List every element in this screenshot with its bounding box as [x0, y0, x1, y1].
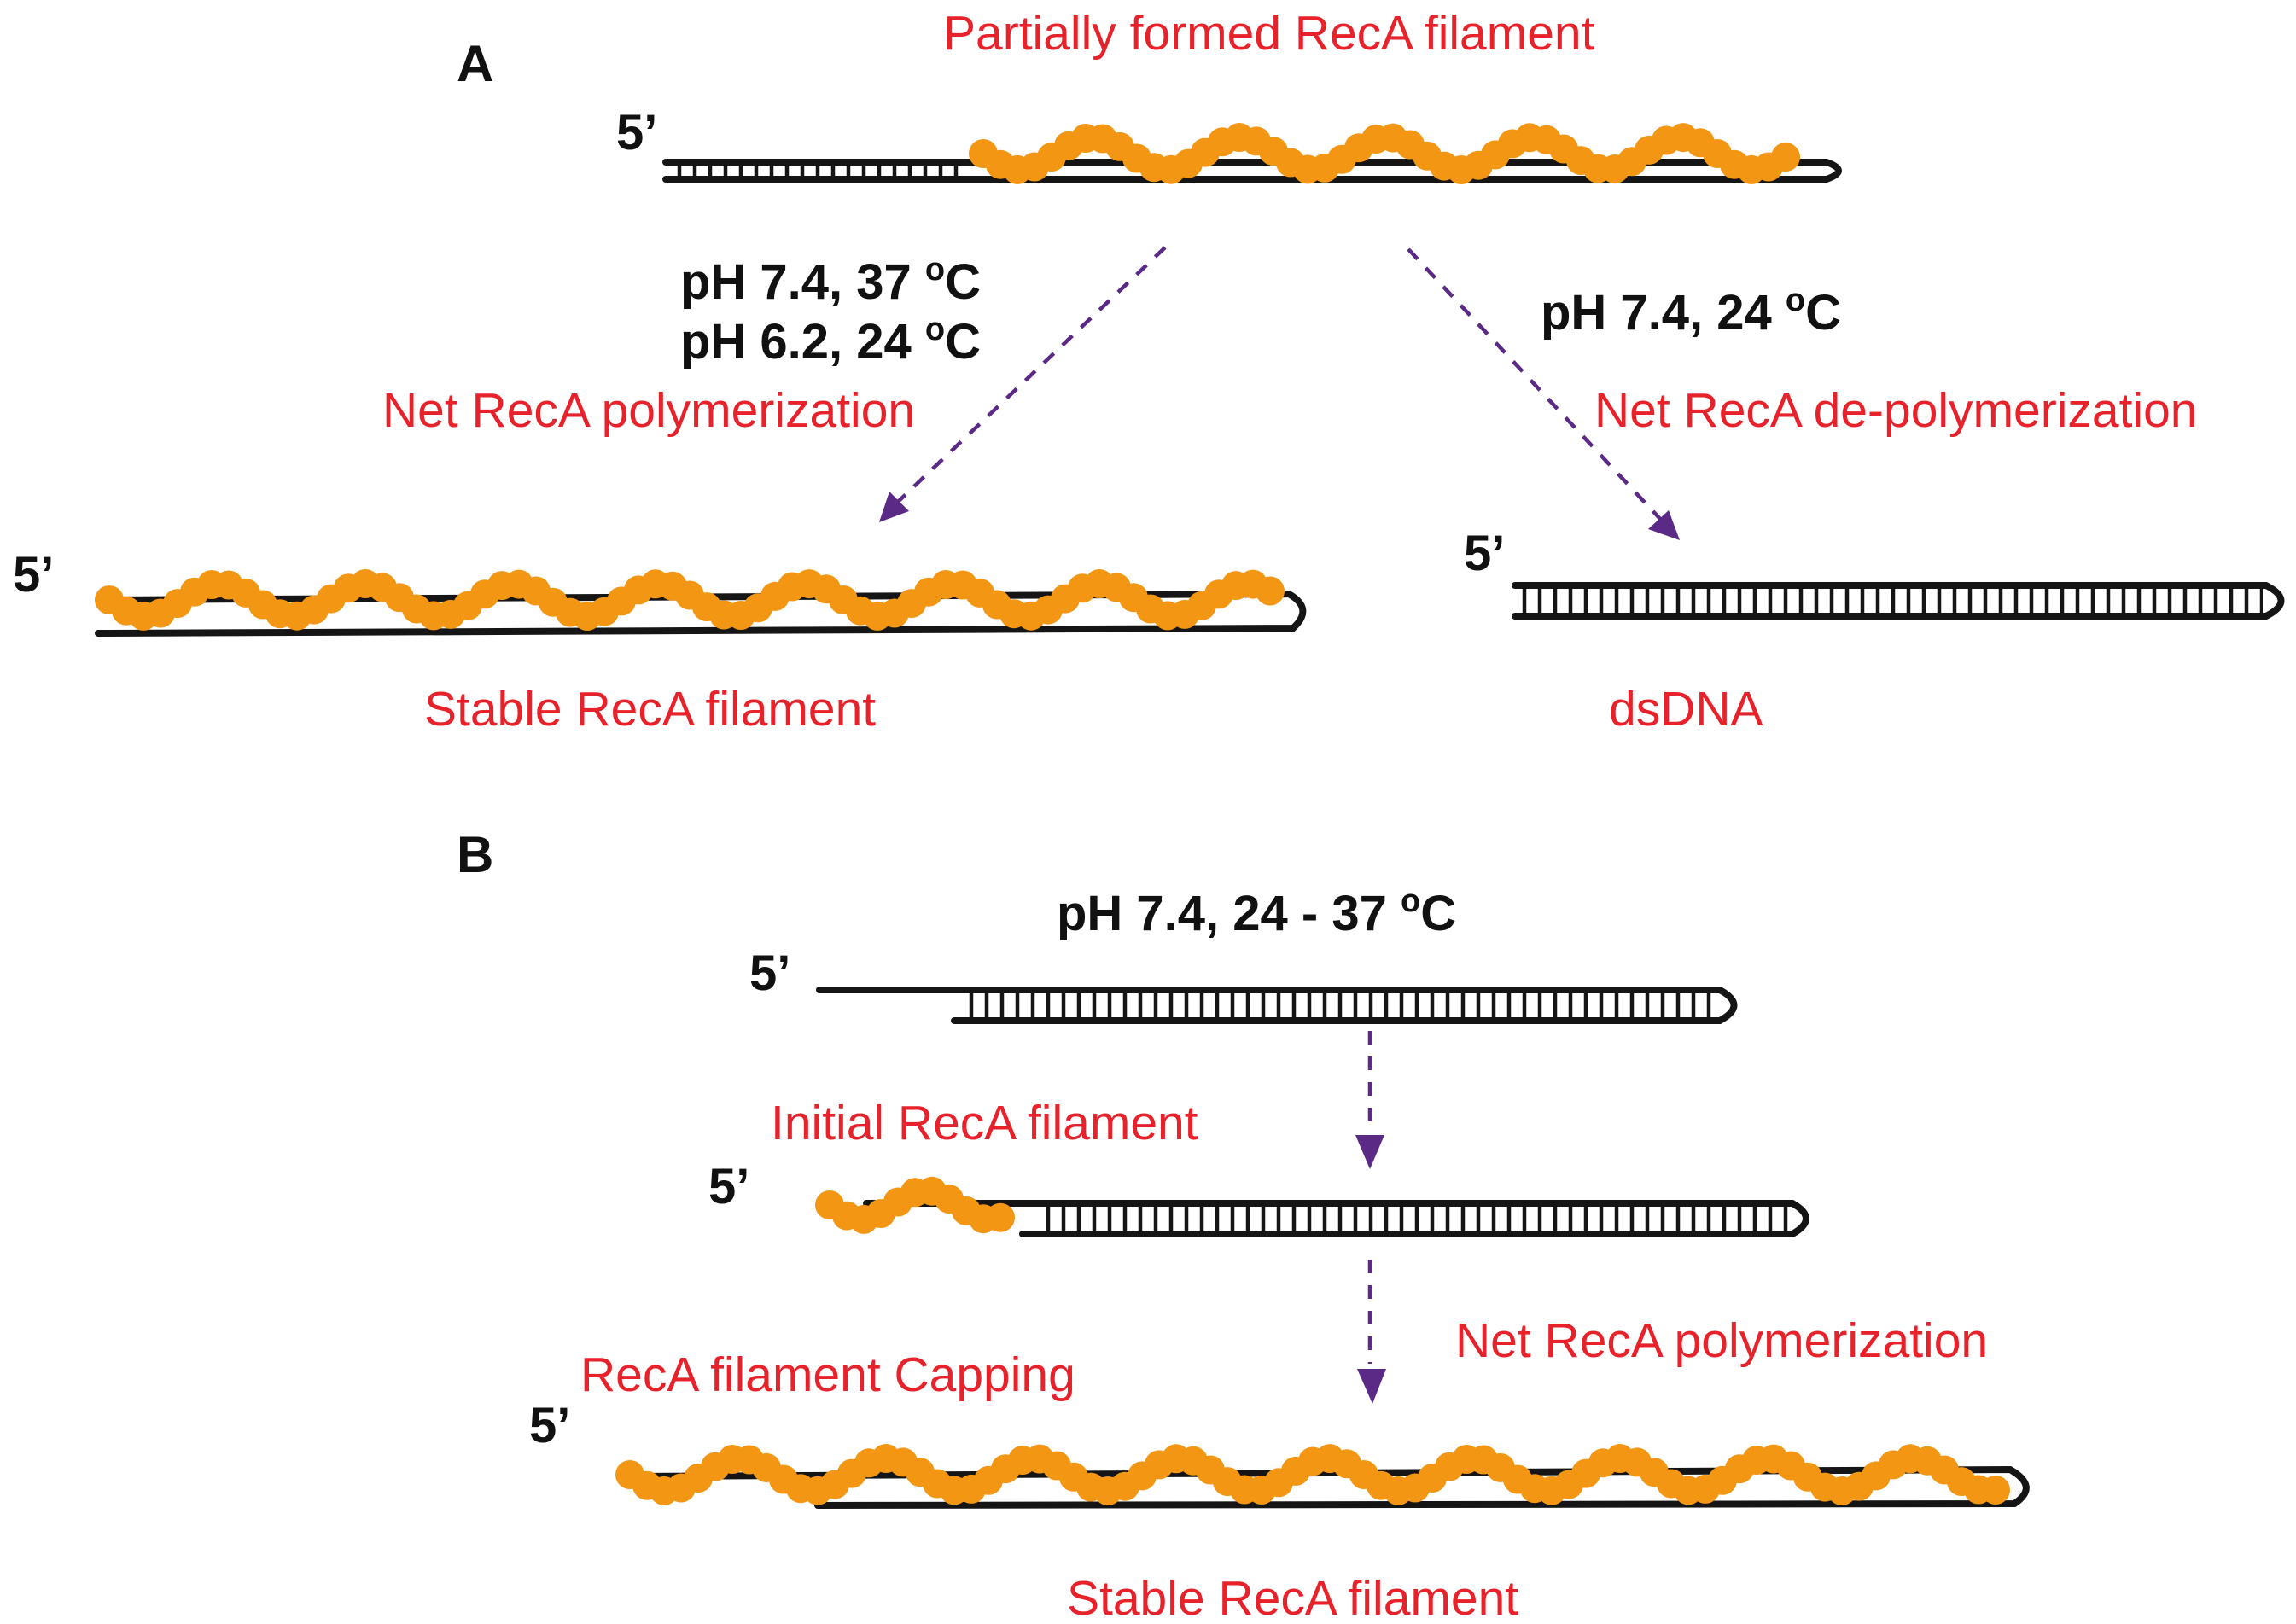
- arrow-b2-to-b3: [1357, 1260, 1386, 1404]
- arrow-b1-to-b2: [1355, 1031, 1384, 1169]
- label-partially-formed-filament: Partially formed RecA filament: [943, 6, 1595, 61]
- five-prime-label-stable-a: 5’: [13, 547, 54, 602]
- label-net-polymerization-a: Net RecA polymerization: [382, 383, 915, 438]
- recA-bead: [1256, 576, 1285, 606]
- panel-label-a: A: [457, 35, 493, 92]
- five-prime-label-b2: 5’: [708, 1159, 749, 1214]
- condition-a-left-1: pH 7.4, 37 oC: [680, 252, 981, 310]
- condition-a-left-2: pH 6.2, 24 oC: [680, 311, 981, 370]
- dna-hairpin-dsdna: [1512, 582, 2285, 620]
- dna-hairpin-top: [662, 159, 1842, 183]
- condition-b: pH 7.4, 24 - 37 oC: [1057, 883, 1456, 941]
- recA-bead: [986, 1202, 1015, 1232]
- label-filament-capping: RecA filament Capping: [580, 1348, 1075, 1402]
- recA-beads-stable-b: [615, 1444, 2010, 1505]
- dna-hairpin-stable-a: [95, 590, 1307, 637]
- arrow-to-stable-filament: [879, 246, 1167, 522]
- recA-bead: [1771, 143, 1800, 172]
- label-net-polymerization-b: Net RecA polymerization: [1455, 1313, 1988, 1368]
- dna-hairpin-b3: [624, 1465, 2030, 1509]
- recA-beads-stable-a: [95, 569, 1285, 631]
- label-stable-filament-b: Stable RecA filament: [1067, 1571, 1518, 1624]
- condition-a-right: pH 7.4, 24 oC: [1541, 282, 1841, 341]
- five-prime-label-dsdna: 5’: [1464, 526, 1505, 581]
- label-stable-filament-a: Stable RecA filament: [424, 682, 876, 736]
- dna-hairpin-b2: [863, 1200, 1809, 1237]
- five-prime-label-b1: 5’: [749, 946, 790, 1001]
- panel-label-b: B: [457, 826, 493, 883]
- arrow-to-dsdna: [1407, 247, 1680, 540]
- recA-beads-top: [969, 123, 1800, 184]
- recA-bead: [1981, 1476, 2010, 1505]
- recA-beads-initial: [815, 1176, 1015, 1234]
- five-prime-label-top: 5’: [616, 105, 657, 160]
- dna-hairpin-b1: [816, 987, 1738, 1024]
- label-net-depolymerization: Net RecA de-polymerization: [1594, 383, 2198, 438]
- label-initial-filament: Initial RecA filament: [771, 1096, 1198, 1150]
- label-dsdna: dsDNA: [1609, 682, 1763, 736]
- five-prime-label-b3: 5’: [529, 1398, 570, 1453]
